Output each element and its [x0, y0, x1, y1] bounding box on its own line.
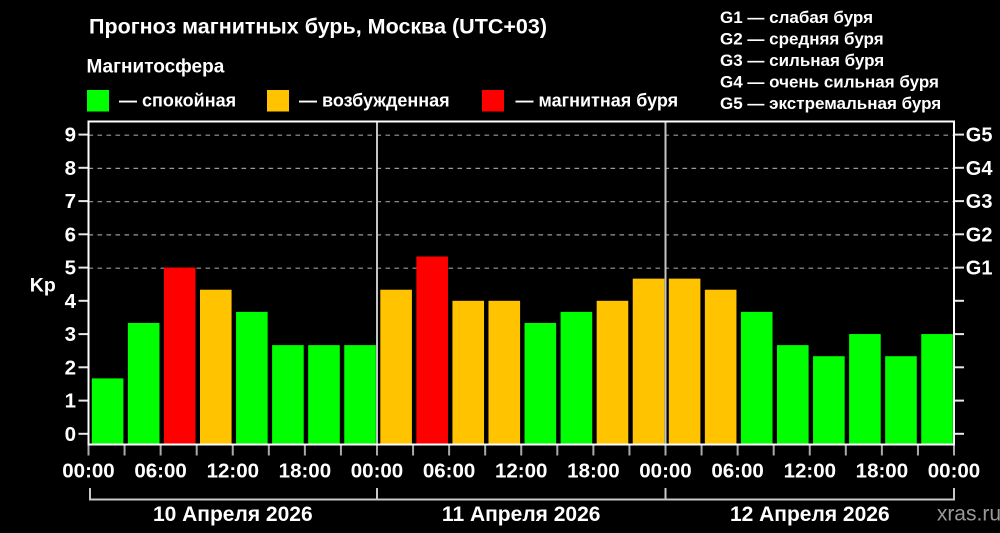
svg-text:Kp: Kp: [30, 274, 56, 296]
svg-text:G1: G1: [966, 258, 993, 280]
svg-text:0: 0: [65, 423, 76, 446]
svg-text:1: 1: [65, 390, 76, 413]
svg-text:— спокойная: — спокойная: [119, 91, 236, 111]
svg-text:G5: G5: [966, 125, 993, 147]
svg-text:7: 7: [65, 190, 76, 213]
svg-text:00:00: 00:00: [639, 460, 691, 483]
svg-text:12 Апреля 2026: 12 Апреля 2026: [730, 503, 890, 526]
svg-text:G2: G2: [966, 224, 993, 246]
svg-text:10 Апреля 2026: 10 Апреля 2026: [153, 503, 313, 526]
svg-text:11 Апреля 2026: 11 Апреля 2026: [442, 503, 601, 526]
svg-text:6: 6: [65, 223, 76, 246]
svg-text:Прогноз магнитных бурь, Москва: Прогноз магнитных бурь, Москва (UTC+03): [89, 14, 547, 38]
svg-text:2: 2: [65, 356, 76, 379]
svg-text:06:00: 06:00: [711, 460, 763, 483]
svg-text:18:00: 18:00: [856, 460, 908, 483]
svg-text:4: 4: [65, 290, 77, 313]
svg-text:G4: G4: [966, 158, 994, 180]
svg-text:18:00: 18:00: [279, 460, 331, 483]
svg-text:G2 — средняя буря: G2 — средняя буря: [720, 30, 884, 49]
svg-text:00:00: 00:00: [62, 460, 114, 483]
svg-text:06:00: 06:00: [134, 460, 186, 483]
svg-text:— возбужденная: — возбужденная: [299, 91, 450, 111]
svg-text:Магнитосфера: Магнитосфера: [87, 57, 225, 78]
svg-text:18:00: 18:00: [567, 460, 619, 483]
svg-text:9: 9: [65, 124, 76, 147]
svg-text:G5 — экстремальная буря: G5 — экстремальная буря: [720, 94, 941, 113]
svg-text:xras.ru: xras.ru: [937, 503, 1000, 526]
svg-text:3: 3: [65, 323, 76, 346]
svg-text:— магнитная буря: — магнитная буря: [516, 91, 679, 111]
svg-text:G3 — сильная буря: G3 — сильная буря: [720, 51, 884, 70]
svg-text:G1 — слабая буря: G1 — слабая буря: [720, 8, 873, 27]
svg-text:5: 5: [65, 257, 76, 280]
svg-text:06:00: 06:00: [423, 460, 475, 483]
svg-text:G3: G3: [966, 191, 993, 213]
svg-text:12:00: 12:00: [784, 460, 836, 483]
svg-text:8: 8: [65, 157, 76, 180]
svg-text:12:00: 12:00: [495, 460, 547, 483]
svg-text:G4 — очень сильная буря: G4 — очень сильная буря: [720, 73, 939, 92]
svg-text:00:00: 00:00: [351, 460, 403, 483]
svg-text:12:00: 12:00: [207, 460, 259, 483]
svg-text:00:00: 00:00: [928, 460, 980, 483]
